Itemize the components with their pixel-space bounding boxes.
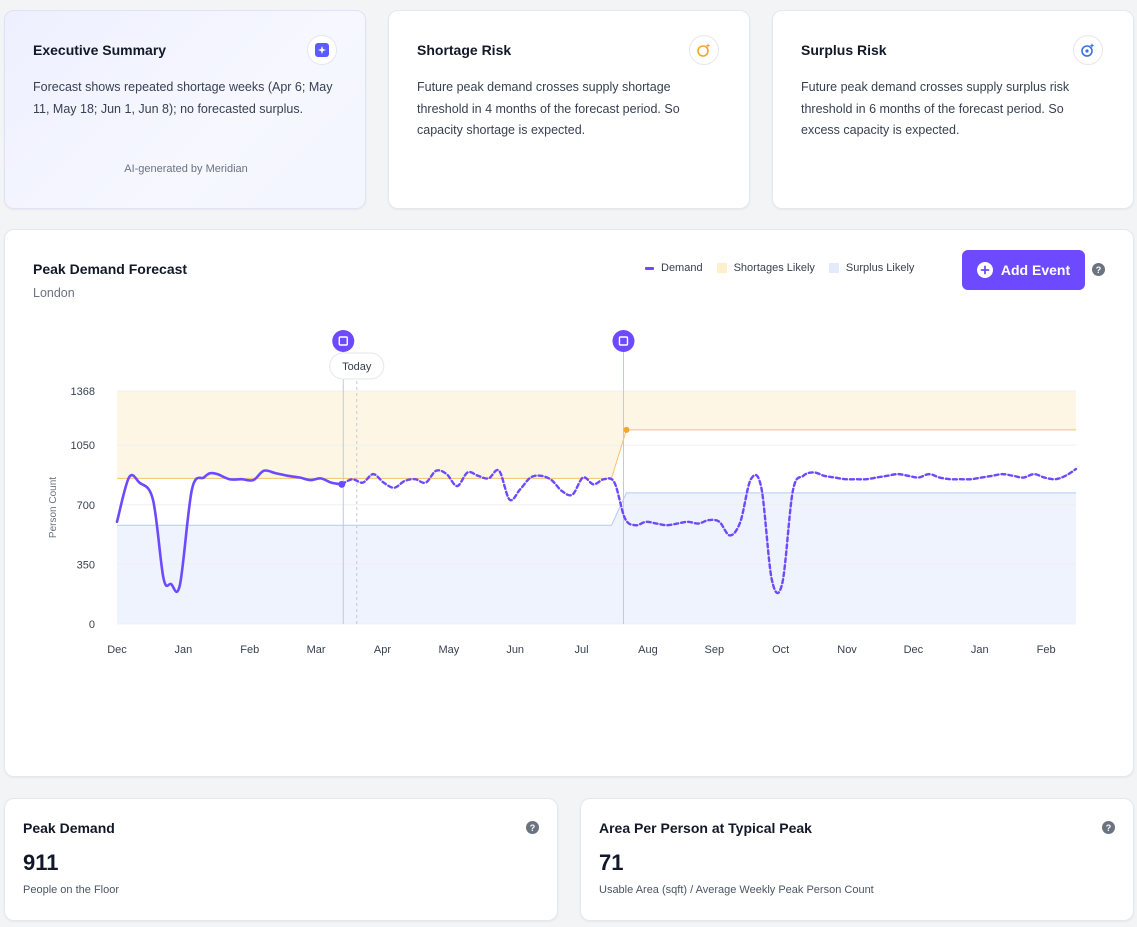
legend-shortage-label: Shortages Likely xyxy=(733,262,815,274)
peak-demand-help-icon[interactable]: ? xyxy=(526,821,539,834)
peak-demand-title: Peak Demand xyxy=(23,820,115,836)
x-tick-label: Jan xyxy=(971,644,989,656)
peak-demand-forecast-card: Peak Demand Forecast London Demand Short… xyxy=(4,229,1134,777)
x-tick-label: Jan xyxy=(174,644,192,656)
executive-summary-title: Executive Summary xyxy=(33,42,167,58)
surplus-risk-card: Surplus Risk Future peak demand crosses … xyxy=(772,10,1134,209)
event-marker-icon xyxy=(332,330,355,352)
surplus-risk-title: Surplus Risk xyxy=(801,42,887,58)
legend-demand-label: Demand xyxy=(661,262,703,274)
x-tick-label: Feb xyxy=(240,644,259,656)
shortage-threshold-line xyxy=(117,429,1076,479)
legend-demand: Demand xyxy=(645,262,703,274)
x-tick-label: Dec xyxy=(904,644,924,656)
x-tick-label: Jun xyxy=(506,644,524,656)
y-tick-label: 1368 xyxy=(71,386,95,398)
peak-demand-value: 911 xyxy=(23,850,59,875)
x-tick-label: Jul xyxy=(575,644,589,656)
add-event-button[interactable]: Add Event xyxy=(962,250,1085,290)
y-tick-label: 1050 xyxy=(71,440,95,452)
shortage-step-point xyxy=(623,426,630,433)
peak-demand-subtitle: People on the Floor xyxy=(23,884,120,896)
x-tick-label: Nov xyxy=(837,644,857,656)
surplus-risk-text: Future peak demand crosses supply surplu… xyxy=(801,80,1070,137)
x-tick-label: Mar xyxy=(307,644,326,656)
legend-shortage: Shortages Likely xyxy=(716,262,815,274)
area-per-person-card: Area Per Person at Typical Peak ? 71 Usa… xyxy=(580,798,1134,921)
area-per-person-value: 71 xyxy=(599,850,624,875)
demand-actual-line xyxy=(115,469,344,594)
x-tick-label: Dec xyxy=(107,644,127,656)
event-marker-glyph xyxy=(618,336,629,346)
plus-circle-icon xyxy=(976,262,993,278)
legend-surplus-label: Surplus Likely xyxy=(845,262,915,274)
add-event-label: Add Event xyxy=(1000,262,1071,278)
shortage-risk-text: Future peak demand crosses supply shorta… xyxy=(417,80,680,137)
legend-shortage-swatch xyxy=(716,263,727,273)
legend-surplus: Surplus Likely xyxy=(828,262,915,274)
x-tick-label: Apr xyxy=(374,644,391,656)
area-per-person-title: Area Per Person at Typical Peak xyxy=(599,820,812,836)
ai-generated-note: AI-generated by Meridian xyxy=(124,163,248,175)
y-tick-label: 0 xyxy=(89,619,95,631)
executive-summary-text: Forecast shows repeated shortage weeks (… xyxy=(33,80,333,116)
x-tick-label: Oct xyxy=(772,644,789,656)
forecast-chart: 0 350 700 1050 1368 Dec Jan Feb Mar Apr May Jun Jul A… xyxy=(48,330,1078,656)
x-tick-label: Feb xyxy=(1037,644,1056,656)
shortage-risk-title: Shortage Risk xyxy=(417,42,512,58)
surplus-band xyxy=(117,492,1076,624)
demand-today-point xyxy=(338,480,346,488)
executive-summary-card: Executive Summary Forecast shows repeate… xyxy=(4,10,366,209)
sparkle-orange-icon xyxy=(689,35,719,65)
event-marker-icon xyxy=(612,330,635,352)
area-per-person-help-icon[interactable]: ? xyxy=(1102,821,1115,834)
chart-legend: Demand Shortages Likely Surplus Likely xyxy=(645,262,928,274)
today-label: Today xyxy=(342,361,372,373)
x-tick-label: May xyxy=(438,644,459,656)
shortage-risk-card: Shortage Risk Future peak demand crosses… xyxy=(388,10,750,209)
sparkle-blue-icon xyxy=(1073,35,1103,65)
sparkle-icon xyxy=(307,35,337,65)
forecast-help-icon[interactable]: ? xyxy=(1092,263,1105,276)
surplus-threshold-line xyxy=(117,492,1076,526)
y-tick-label: 350 xyxy=(77,559,95,571)
peak-demand-card: Peak Demand ? 911 People on the Floor xyxy=(4,798,558,921)
y-axis-label: Person Count xyxy=(48,477,59,538)
shortage-band xyxy=(117,391,1076,479)
legend-surplus-swatch xyxy=(828,263,839,273)
today-badge xyxy=(329,352,385,380)
x-tick-label: Sep xyxy=(705,644,725,656)
area-per-person-subtitle: Usable Area (sqft) / Average Weekly Peak… xyxy=(599,884,874,896)
legend-demand-swatch xyxy=(645,266,654,270)
y-tick-label: 700 xyxy=(77,500,95,512)
x-tick-label: Aug xyxy=(638,644,658,656)
forecast-location: London xyxy=(33,286,75,300)
demand-forecast-line xyxy=(340,467,1078,595)
forecast-title: Peak Demand Forecast xyxy=(33,261,188,277)
event-marker-glyph xyxy=(338,336,348,346)
